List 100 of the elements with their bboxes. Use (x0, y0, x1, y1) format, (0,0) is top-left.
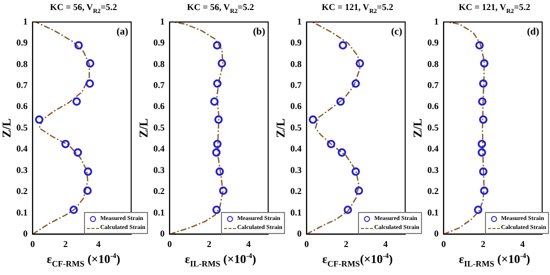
y-tick-label: 0.9 (16, 38, 28, 48)
y-tick-label: 0.8 (153, 58, 166, 69)
x-tick-label: 4 (383, 238, 388, 249)
y-tick-label: 0.7 (427, 80, 440, 90)
x-tick-label: 2 (480, 238, 486, 249)
point (338, 148, 346, 157)
annotation: (b) (252, 26, 266, 38)
y-tick-label: 0.8 (16, 58, 28, 69)
point (72, 97, 81, 106)
y-tick-label: 0.7 (16, 80, 28, 90)
point (214, 115, 223, 124)
chart-title: KC = 121, V$_{R2}$=5.2 (458, 2, 532, 15)
y-tick-label: 0.8 (427, 58, 440, 69)
annotation: (c) (391, 26, 402, 38)
x-tick-label: 2 (344, 238, 349, 249)
y-axis-title: Z/L (410, 118, 424, 138)
y-tick-label: 0.9 (290, 38, 302, 48)
y-tick-label: 0.9 (427, 38, 440, 48)
x-tick-label: 2 (206, 238, 212, 249)
point (212, 148, 221, 157)
y-tick-label: 0.5 (290, 122, 302, 132)
point (479, 115, 488, 124)
y-tick-label: 0.2 (153, 186, 166, 196)
x-tick-label: 0 (304, 238, 310, 249)
point (308, 115, 318, 124)
y-tick-label: 0.2 (290, 186, 302, 196)
y-tick-label: 0.4 (427, 144, 440, 154)
chart-title: KC = 56, V$_{R2}$=5.2 (48, 2, 118, 15)
y-tick-label: 0.1 (153, 207, 166, 218)
y-tick-label: 0.4 (16, 144, 28, 154)
point (336, 97, 345, 106)
y-tick-label: 0.1 (290, 207, 302, 218)
y-tick-label: 1 (434, 16, 440, 26)
point (354, 186, 364, 195)
point (212, 41, 222, 50)
point (74, 41, 83, 50)
point (84, 167, 92, 176)
point (61, 140, 70, 148)
y-tick-label: 0.6 (290, 101, 302, 112)
point (326, 140, 336, 148)
y-tick-label: 0.2 (16, 186, 28, 196)
x-axis-title: ε$_{CF-RMS}$(×10$^{-4}$) (321, 252, 394, 268)
y-tick-label: 0.1 (427, 207, 440, 218)
y-tick-label: 1 (23, 16, 28, 26)
x-tick-label: 2 (63, 238, 68, 249)
point (219, 186, 228, 195)
y-tick-label: 1 (297, 16, 302, 26)
point (480, 59, 488, 68)
y-tick-label: 0.7 (290, 80, 302, 90)
point (212, 206, 221, 214)
chart-title: KC = 121, V$_{R2}$=5.2 (320, 2, 394, 15)
y-tick-label: 0.9 (153, 38, 166, 48)
y-tick-label: 0.8 (290, 58, 302, 69)
y-tick-label: 0.3 (16, 164, 28, 175)
point (83, 186, 92, 195)
point (216, 167, 224, 176)
point (74, 148, 82, 157)
y-tick-label: 0.3 (290, 164, 302, 175)
point (480, 186, 488, 195)
y-axis-title: Z/L (273, 118, 288, 138)
annotation: (d) (526, 26, 540, 38)
point (86, 79, 94, 88)
point (338, 41, 348, 50)
point (352, 79, 360, 88)
y-tick-label: 0.4 (153, 144, 166, 154)
y-axis-title: Z/L (0, 118, 14, 138)
y-axis-title: Z/L (136, 118, 150, 138)
chart-title: KC = 56, V$_{R2}$=5.2 (186, 2, 256, 15)
point (70, 206, 78, 214)
y-tick-label: 0.6 (153, 101, 166, 112)
y-tick-label: 0.7 (153, 80, 166, 90)
y-tick-label: 0 (160, 228, 166, 239)
point (478, 148, 486, 157)
point (213, 140, 222, 148)
y-tick-label: 0 (297, 228, 302, 239)
y-tick-label: 0.6 (427, 101, 440, 112)
point (475, 41, 484, 50)
y-tick-label: 0.6 (16, 101, 28, 112)
point (210, 97, 219, 106)
point (479, 167, 488, 176)
x-axis-title: ε$_{CF-RMS}$ (×10$^{-4}$) (46, 252, 122, 268)
point (356, 59, 364, 68)
annotation: (a) (116, 26, 128, 38)
y-tick-label: 0.5 (16, 122, 28, 132)
point (218, 59, 226, 68)
x-tick-label: 4 (520, 238, 526, 249)
y-tick-label: 0.1 (16, 207, 28, 218)
point (478, 97, 486, 106)
y-tick-label: 0.5 (427, 122, 440, 132)
y-tick-label: 0.3 (427, 164, 440, 175)
x-tick-label: 0 (167, 238, 172, 249)
x-tick-label: 4 (96, 238, 102, 249)
x-tick-label: 0 (30, 238, 36, 249)
x-tick-label: 0 (441, 238, 446, 249)
y-tick-label: 0.5 (153, 122, 166, 132)
y-tick-label: 1 (160, 16, 166, 26)
y-tick-label: 0 (434, 228, 440, 239)
y-tick-label: 0 (23, 228, 28, 239)
y-tick-label: 0.2 (427, 186, 440, 196)
point (213, 79, 222, 88)
